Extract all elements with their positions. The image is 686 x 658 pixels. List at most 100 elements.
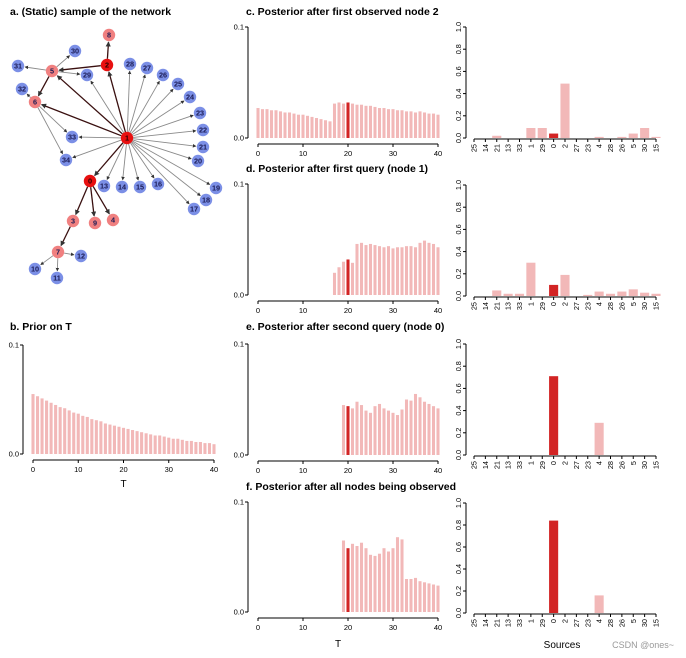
chart-f_src-y-tick-label: 0.8 bbox=[454, 520, 463, 530]
chart-c_src-y-tick-label: 0.6 bbox=[454, 66, 463, 76]
chart-f_src-x-tick-label: 15 bbox=[652, 619, 661, 627]
svg-text:27: 27 bbox=[143, 64, 151, 73]
network-node-2: 2 bbox=[100, 58, 114, 72]
chart-e-bar-35 bbox=[413, 393, 418, 455]
chart-c_src-bar-4 bbox=[594, 136, 604, 138]
chart-b-bar-34 bbox=[185, 440, 189, 454]
svg-text:17: 17 bbox=[190, 205, 198, 214]
chart-c_src-y-tick-label: 0.4 bbox=[454, 89, 463, 99]
chart-c_src-y-tick-label: 1.0 bbox=[454, 22, 463, 32]
chart-e-bar-39 bbox=[431, 406, 436, 455]
chart-b: 0.0 0.1 0 10 20 30 40 T bbox=[9, 341, 219, 491]
chart-d_src-bar-13 bbox=[503, 293, 513, 296]
chart-d_src-bar-15 bbox=[651, 293, 661, 296]
svg-text:4: 4 bbox=[111, 216, 116, 225]
network-edge bbox=[126, 70, 132, 132]
network-edge bbox=[130, 88, 174, 134]
chart-d-bar-17 bbox=[332, 272, 337, 295]
chart-b-bar-16 bbox=[103, 423, 107, 454]
chart-d-y-tick-label: 0.0 bbox=[234, 291, 244, 300]
chart-d-bar-35 bbox=[413, 247, 418, 295]
svg-text:20: 20 bbox=[194, 157, 202, 166]
chart-c-bar-13 bbox=[314, 118, 319, 138]
chart-b-bar-40 bbox=[212, 444, 216, 454]
chart-e-bar-37 bbox=[422, 401, 427, 455]
network-node-34: 34 bbox=[59, 153, 73, 167]
chart-b-bar-29 bbox=[162, 436, 166, 454]
chart-b-bar-28 bbox=[158, 435, 162, 454]
chart-e_src-x-tick-label: 14 bbox=[481, 461, 490, 469]
chart-e-x-tick-label: 30 bbox=[389, 466, 397, 475]
chart-c_src-x-tick-label: 25 bbox=[470, 144, 479, 152]
chart-d_src-y-tick-label: 0.8 bbox=[454, 202, 463, 212]
panel-d-title: d. Posterior after first query (node 1) bbox=[246, 163, 429, 175]
chart-e-bar-29 bbox=[386, 410, 391, 455]
chart-b-bar-31 bbox=[171, 438, 175, 454]
chart-e-y-tick-label: 0.1 bbox=[234, 340, 244, 349]
chart-f-x-tick-label: 30 bbox=[389, 623, 397, 632]
panel-b-title: b. Prior on T bbox=[10, 321, 72, 333]
chart-c-bar-4 bbox=[274, 110, 278, 138]
chart-d_src-x-tick-label: 2 bbox=[561, 302, 570, 306]
chart-e-bar-28 bbox=[382, 408, 386, 455]
svg-text:9: 9 bbox=[93, 219, 97, 228]
chart-c-bar-16 bbox=[328, 121, 332, 138]
network-node-5: 5 bbox=[45, 64, 59, 78]
svg-text:3: 3 bbox=[71, 217, 75, 226]
chart-d_src-x-tick-label: 33 bbox=[515, 302, 524, 310]
chart-d_src-y-tick-label: 0.6 bbox=[454, 224, 463, 234]
chart-c_src-bar-26 bbox=[617, 136, 627, 138]
chart-c-bar-39 bbox=[431, 113, 436, 138]
chart-d-x-tick-label: 0 bbox=[256, 306, 260, 315]
chart-c-bar-8 bbox=[292, 113, 296, 138]
network-node-6: 6 bbox=[28, 95, 42, 109]
network-edge bbox=[131, 141, 201, 196]
chart-c_src-x-tick-label: 27 bbox=[572, 144, 581, 152]
svg-text:30: 30 bbox=[71, 47, 79, 56]
network-edge bbox=[55, 258, 60, 272]
chart-f_src-y-tick-label: 0.6 bbox=[454, 542, 463, 552]
chart-c_src-x-tick-label: 14 bbox=[481, 144, 490, 152]
chart-d_src-bar-33 bbox=[514, 293, 525, 296]
chart-b-bar-19 bbox=[117, 426, 121, 454]
chart-f_src-x-tick-label: 27 bbox=[572, 619, 581, 627]
network-node-18: 18 bbox=[199, 193, 213, 207]
chart-d_src-x-tick-label: 29 bbox=[538, 302, 547, 310]
network-node-27: 27 bbox=[140, 61, 154, 75]
chart-e_src-bar-4 bbox=[594, 422, 604, 455]
network-edge bbox=[106, 143, 125, 181]
chart-d-bar-36 bbox=[418, 242, 422, 295]
svg-text:10: 10 bbox=[31, 265, 39, 274]
chart-c-y-tick-label: 0.1 bbox=[234, 23, 244, 32]
network-node-22: 22 bbox=[196, 123, 210, 137]
chart-b-bar-11 bbox=[81, 415, 85, 454]
chart-c-bar-11 bbox=[305, 115, 310, 138]
chart-f-bar-29 bbox=[386, 551, 391, 612]
svg-text:24: 24 bbox=[186, 93, 195, 102]
network-edge bbox=[37, 107, 63, 155]
chart-f_src-y-tick-label: 1.0 bbox=[454, 498, 463, 508]
chart-d_src-x-tick-label: 28 bbox=[606, 302, 615, 310]
chart-f_src-bar-4 bbox=[594, 595, 604, 613]
svg-text:2: 2 bbox=[105, 61, 109, 70]
svg-text:7: 7 bbox=[56, 248, 60, 257]
chart-d_src-bar-28 bbox=[605, 293, 616, 296]
chart-c-bar-0 bbox=[256, 108, 260, 138]
svg-text:29: 29 bbox=[83, 71, 91, 80]
chart-f_src-x-tick-label: 25 bbox=[470, 619, 479, 627]
network-edge bbox=[105, 41, 111, 59]
network-edge bbox=[130, 142, 155, 179]
chart-e-bar-40 bbox=[436, 408, 440, 455]
chart-d_src-y-tick-label: 1.0 bbox=[454, 180, 463, 190]
network-edge bbox=[37, 76, 50, 97]
chart-c-x-tick-label: 20 bbox=[344, 149, 352, 158]
chart-d-bar-34 bbox=[409, 246, 413, 295]
chart-f_src-x-tick-label: 29 bbox=[538, 619, 547, 627]
chart-b-bar-5 bbox=[54, 404, 58, 454]
watermark: CSDN @ones~ bbox=[612, 640, 674, 650]
chart-d_src: 0.0 0.2 0.4 0.6 0.8 1.0 25 14 21 13 33 1 29 0 2 27 23 4 28… bbox=[454, 180, 661, 310]
network-node-13: 13 bbox=[97, 179, 111, 193]
chart-f-bar-38 bbox=[427, 583, 431, 612]
chart-e_src-x-tick-label: 13 bbox=[504, 461, 513, 469]
chart-b-bar-9 bbox=[72, 412, 76, 454]
